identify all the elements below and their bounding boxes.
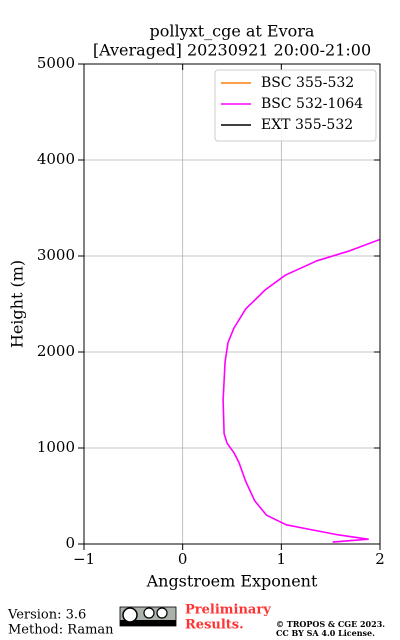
- legend-label: EXT 355-532: [261, 117, 353, 133]
- notice: Preliminary: [185, 603, 271, 618]
- data-line: [222, 238, 380, 543]
- legend: BSC 355-532 BSC 532-1064 EXT 355-532: [214, 69, 377, 142]
- y-tick-label: 2000: [37, 342, 75, 360]
- copyright: CC BY SA 4.0 License.: [276, 628, 375, 638]
- y-tick-label: 4000: [37, 150, 75, 168]
- version: Version: 3.6: [7, 608, 86, 623]
- copyright: © TROPOS & CGE 2023.: [276, 619, 385, 629]
- y-axis-label: Height (m): [8, 260, 27, 348]
- notice: Results.: [185, 618, 244, 633]
- x-axis-label: Angstroem Exponent: [146, 572, 318, 591]
- plot-frame: [83, 63, 381, 545]
- legend-box: [214, 69, 377, 142]
- x-tick-label: −1: [73, 550, 95, 568]
- chart-title: pollyxt_cge at Evora: [150, 22, 315, 41]
- x-tick-label: 2: [375, 550, 385, 568]
- chart-subtitle: [Averaged] 20230921 20:00-21:00: [93, 41, 371, 60]
- method: Method: Raman: [8, 623, 114, 638]
- license-badge: [119, 606, 177, 627]
- y-tick-label: 1000: [37, 438, 75, 456]
- legend-label: BSC 532-1064: [261, 96, 363, 112]
- y-tick-label: 3000: [37, 246, 75, 264]
- x-tick-label: 1: [277, 550, 287, 568]
- plot-lines: [222, 238, 380, 543]
- legend-label: BSC 355-532: [261, 75, 354, 91]
- y-tick-label: 5000: [37, 54, 75, 72]
- x-tick-label: 0: [178, 550, 188, 568]
- y-tick-label: 0: [65, 534, 75, 552]
